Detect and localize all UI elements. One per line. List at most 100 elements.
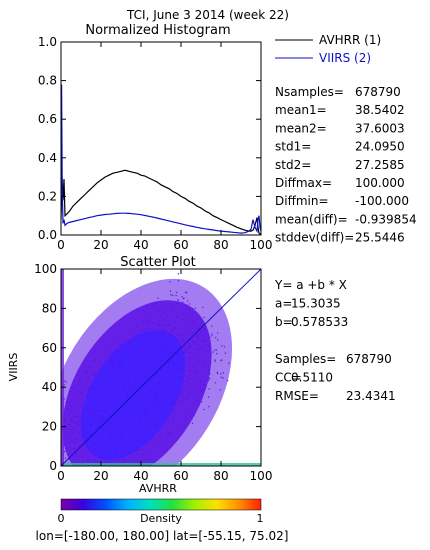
scatter-point — [139, 438, 141, 440]
scatter-point — [187, 392, 189, 394]
scatter-point — [191, 331, 193, 333]
scatter-point — [88, 379, 90, 381]
scatter-point — [157, 323, 160, 325]
scatter-point — [152, 442, 154, 444]
scatter-point — [80, 393, 82, 395]
stat-value: 100.000 — [355, 176, 405, 190]
scatter-point — [193, 414, 195, 417]
scatter-point — [72, 427, 75, 429]
scatter-point — [195, 395, 197, 397]
scatter-point — [178, 369, 180, 371]
regression-value: 15.3035 — [291, 297, 341, 311]
scatter-point — [105, 345, 107, 347]
scatter-point — [124, 349, 127, 352]
legend-label-avhrr: AVHRR (1) — [319, 33, 381, 47]
scatter-point — [130, 405, 132, 407]
scatter-point — [185, 292, 187, 294]
scatter-point — [182, 338, 184, 340]
scatter-point — [109, 391, 111, 393]
scatter-point — [86, 459, 89, 461]
scatter-point — [81, 405, 83, 407]
scatter-point — [128, 340, 130, 342]
scatter-point — [187, 300, 189, 302]
scatter-point — [77, 391, 79, 393]
scatter-point — [172, 308, 174, 310]
stats-block: Nsamples= 678790 mean1= 38.5402 mean2= 37.600… — [275, 85, 417, 245]
scatter-point — [183, 303, 185, 306]
scatter-point — [137, 440, 139, 442]
scatter-point — [158, 324, 160, 326]
scatter-point — [143, 375, 145, 377]
scatter-point — [95, 459, 97, 461]
scatter-point — [181, 367, 183, 369]
scatter-point — [111, 360, 113, 363]
stat-value: -0.939854 — [355, 212, 417, 226]
scatter-point — [144, 415, 146, 417]
scatter-point — [184, 419, 186, 421]
scatter-point — [149, 328, 151, 330]
scatter-point — [149, 321, 151, 323]
scatter-point — [111, 352, 113, 354]
scatter-point — [122, 447, 124, 449]
scatter-point — [86, 409, 88, 411]
regression-label: b= — [275, 315, 293, 329]
regression-value: 23.4341 — [346, 389, 396, 403]
scatter-point — [82, 400, 84, 402]
scatter-point — [214, 349, 216, 351]
scatter-point — [88, 399, 91, 401]
scatter-point — [141, 338, 143, 340]
scatter-point — [145, 386, 147, 388]
scatter-point — [168, 341, 170, 343]
scatter-point — [201, 401, 203, 403]
scatter-point — [209, 378, 211, 380]
scatter-point — [67, 432, 69, 434]
scatter-point — [133, 457, 135, 459]
scatter-point — [144, 351, 146, 353]
scatter-point — [157, 297, 159, 299]
scatter-point — [166, 439, 168, 441]
scatter-point — [164, 350, 166, 352]
scatter-point — [160, 316, 162, 318]
scatter-point — [172, 411, 174, 413]
scatter-point — [140, 377, 143, 379]
scatter-point — [167, 426, 169, 428]
scatter-point — [181, 359, 183, 361]
histogram-y-tick-label: 0.2 — [38, 189, 57, 203]
scatter-point — [99, 362, 101, 364]
scatter-point — [180, 394, 182, 396]
scatter-point — [152, 421, 154, 423]
scatter-point — [135, 413, 137, 415]
scatter-point — [175, 317, 177, 319]
scatter-point — [98, 454, 100, 456]
scatter-point — [161, 376, 163, 378]
scatter-point — [150, 342, 153, 344]
scatter-point — [96, 445, 98, 447]
scatter-point — [167, 432, 169, 434]
scatter-point — [157, 423, 159, 425]
scatter-point — [160, 309, 162, 311]
scatter-point — [118, 364, 120, 366]
scatter-point — [144, 410, 146, 412]
scatter-point — [228, 362, 230, 364]
regression-label: a= — [275, 297, 292, 311]
scatter-point — [65, 438, 67, 440]
scatter-point — [84, 432, 86, 434]
scatter-point — [140, 398, 143, 400]
scatter-point — [178, 347, 180, 349]
scatter-point — [90, 366, 92, 368]
scatter-point — [114, 377, 117, 379]
scatter-point — [169, 380, 172, 382]
scatter-point — [87, 376, 89, 378]
scatter-point — [95, 449, 97, 451]
scatter-point — [201, 389, 203, 391]
scatter-point — [171, 403, 173, 406]
scatter-point — [74, 416, 76, 418]
scatter-point — [132, 384, 134, 386]
scatter-point — [136, 316, 138, 318]
scatter-point — [114, 375, 116, 377]
scatter-point — [86, 453, 88, 455]
scatter-point — [100, 416, 102, 418]
scatter-point — [182, 383, 184, 385]
scatter-point — [202, 340, 205, 342]
scatter-point — [114, 460, 116, 462]
